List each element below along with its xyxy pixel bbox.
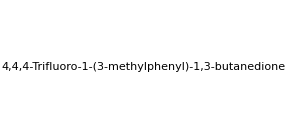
Text: 4,4,4-Trifluoro-1-(3-methylphenyl)-1,3-butanedione: 4,4,4-Trifluoro-1-(3-methylphenyl)-1,3-b… <box>2 62 286 72</box>
